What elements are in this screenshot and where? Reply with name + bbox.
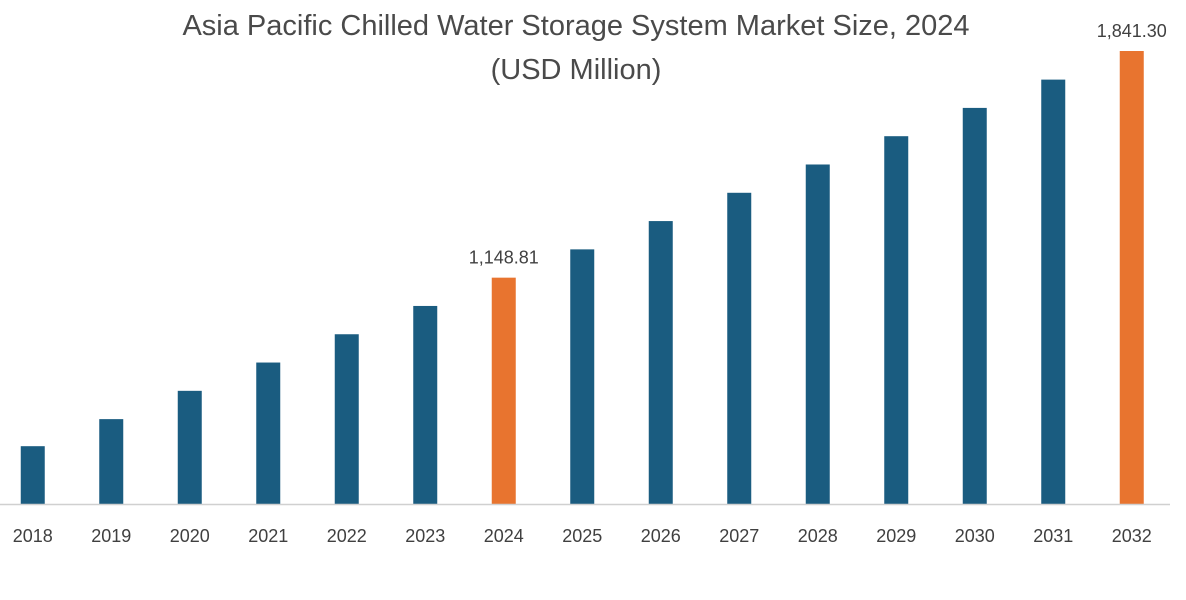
- x-tick-label-2030: 2030: [955, 526, 995, 546]
- bar-2024: [491, 277, 516, 504]
- bar-2021: [256, 362, 281, 504]
- x-tick-label-2018: 2018: [13, 526, 53, 546]
- bar-2028: [805, 164, 830, 504]
- bar-2019: [99, 419, 124, 504]
- bar-2032: [1119, 51, 1144, 504]
- x-tick-label-2029: 2029: [876, 526, 916, 546]
- data-labels: 1,148.81 1,841.30: [469, 21, 1167, 268]
- chart-title: Asia Pacific Chilled Water Storage Syste…: [0, 4, 1152, 92]
- x-tick-label-2022: 2022: [327, 526, 367, 546]
- x-tick-labels: 2018 2019 2020 2021 2022 2023 2024 2025 2026 2027…: [13, 526, 1152, 546]
- data-label-2032: 1,841.30: [1097, 21, 1167, 41]
- x-tick-label-2026: 2026: [641, 526, 681, 546]
- bar-2020: [177, 390, 202, 504]
- bar-2022: [334, 334, 359, 504]
- x-tick-label-2027: 2027: [719, 526, 759, 546]
- x-tick-label-2028: 2028: [798, 526, 838, 546]
- x-tick-label-2032: 2032: [1112, 526, 1152, 546]
- x-tick-label-2020: 2020: [170, 526, 210, 546]
- bar-2026: [648, 221, 673, 504]
- chart-subtitle: (USD Million): [490, 54, 662, 86]
- bar-2027: [727, 192, 752, 504]
- chart-title-main: Asia Pacific Chilled Water Storage Syste…: [182, 10, 970, 42]
- x-tick-label-2021: 2021: [248, 526, 288, 546]
- bar-2023: [413, 305, 438, 504]
- x-tick-label-2024: 2024: [484, 526, 524, 546]
- bar-2031: [1041, 79, 1066, 505]
- x-tick-label-2023: 2023: [405, 526, 445, 546]
- data-label-2024: 1,148.81: [469, 248, 539, 268]
- x-tick-label-2019: 2019: [91, 526, 131, 546]
- bar-2030: [962, 107, 987, 504]
- bar-2025: [570, 249, 595, 504]
- x-tick-label-2025: 2025: [562, 526, 602, 546]
- x-tick-label-2031: 2031: [1033, 526, 1073, 546]
- bar-2029: [884, 136, 909, 504]
- bar-2018: [20, 446, 45, 504]
- bars-group: [20, 51, 1144, 505]
